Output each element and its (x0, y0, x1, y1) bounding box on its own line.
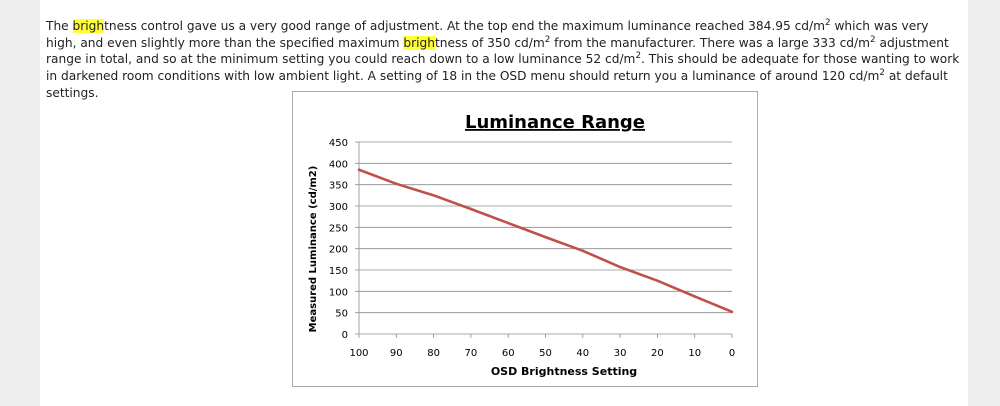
data-point (693, 295, 696, 298)
y-tick-label: 450 (329, 138, 348, 149)
data-point (357, 168, 361, 172)
y-tick-label: 350 (329, 181, 348, 192)
y-axis-ticks: 0 50 100 150 200 250 300 350 400 450 (329, 138, 359, 341)
x-tick-label: 30 (614, 348, 627, 359)
superscript: 2 (544, 34, 551, 45)
series-luminance (357, 168, 734, 314)
data-point (506, 221, 510, 225)
x-tick-label: 90 (390, 348, 403, 359)
text-run: The (46, 19, 73, 34)
text-run: tness control gave us a very good range … (104, 19, 825, 34)
text-run: adjustment range in total, and so at the… (46, 35, 949, 67)
y-tick-label: 300 (329, 202, 348, 213)
page: The brightness control gave us a very go… (40, 0, 968, 406)
data-point (581, 249, 585, 253)
y-axis-label: Measured Luminance (cd/m2) (308, 166, 319, 333)
superscript: 2 (879, 68, 885, 79)
article-paragraph: The brightness control gave us a very go… (46, 18, 962, 101)
x-tick-label: 10 (688, 348, 701, 359)
x-tick-label: 40 (576, 348, 589, 359)
data-point (395, 182, 398, 186)
y-tick-label: 100 (329, 287, 348, 298)
series-line (358, 168, 733, 314)
data-point (618, 265, 622, 269)
y-tick-label: 250 (329, 223, 348, 234)
superscript: 2 (825, 18, 831, 29)
x-tick-label: 0 (729, 348, 735, 359)
highlighted-term: brigh (403, 35, 435, 50)
y-tick-label: 150 (329, 266, 348, 277)
x-tick-label: 100 (349, 348, 368, 359)
superscript: 2 (635, 51, 642, 62)
x-axis-ticks: 100 90 80 70 60 50 40 30 20 10 0 (349, 334, 735, 359)
x-tick-label: 80 (427, 348, 440, 359)
x-axis-label: OSD Brightness Setting (491, 365, 637, 378)
chart-title: Luminance Range (465, 112, 645, 133)
y-tick-label: 400 (329, 159, 348, 170)
text-run: from the manufacturer. There was a large… (550, 35, 871, 50)
data-point (469, 207, 473, 211)
y-tick-label: 50 (335, 309, 348, 320)
superscript: 2 (870, 34, 876, 45)
data-point (656, 279, 659, 282)
text-run: tness of 350 cd/m (434, 35, 545, 50)
data-point (432, 194, 435, 197)
x-tick-label: 20 (651, 348, 664, 359)
data-point (730, 310, 734, 314)
text-run: . This should be adequate for those want… (46, 52, 960, 83)
x-tick-label: 50 (539, 348, 552, 359)
chart-container: Luminance Range 0 50 100 150 200 250 300 350 400… (292, 91, 758, 387)
gridlines (359, 141, 732, 314)
text-run: which was very high, and even slightly m… (46, 19, 929, 50)
y-tick-label: 200 (329, 245, 348, 256)
highlighted-term: brigh (72, 19, 105, 34)
x-tick-label: 70 (465, 348, 478, 359)
x-tick-label: 60 (502, 348, 515, 359)
text-run: at default settings. (46, 68, 948, 100)
luminance-chart: Luminance Range 050100150200250300350400… (308, 112, 735, 378)
y-tick-label: 0 (342, 330, 348, 341)
data-point (544, 235, 547, 239)
